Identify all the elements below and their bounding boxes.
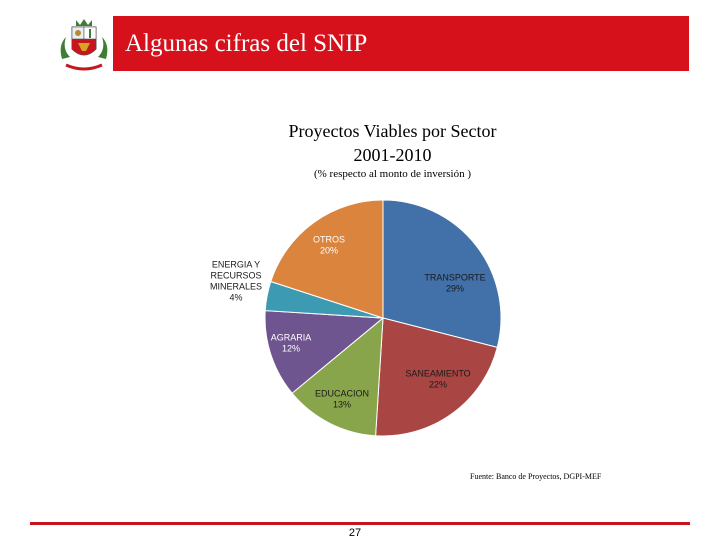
slice-label-educacion: EDUCACION [315, 389, 369, 399]
slide-title: Algunas cifras del SNIP [125, 30, 368, 57]
slice-value-educacion: 13% [333, 400, 351, 410]
slice-label-saneamiento: SANEAMIENTO [405, 369, 470, 379]
slice-value-agraria: 12% [282, 344, 300, 354]
slice-label-agraria: AGRARIA [271, 333, 312, 343]
chart-title: Proyectos Viables por Sector [288, 121, 497, 141]
slice-value-otros: 20% [320, 246, 338, 256]
slice-label-energia: RECURSOS [210, 271, 261, 281]
pie-slice-transporte [382, 199, 502, 348]
pie-slice-agraria [264, 310, 385, 394]
peru-coat-of-arms-icon [56, 15, 112, 73]
pie-slice-otros [270, 199, 384, 319]
chart-caption: (% respecto al monto de inversión ) [313, 168, 471, 180]
slice-value-transporte: 29% [446, 284, 464, 294]
pie-slice-educacion [291, 316, 384, 437]
footer-divider [30, 522, 690, 525]
source-note: Fuente: Banco de Proyectos, DGPI-MEF [470, 472, 602, 481]
slice-label-energia: ENERGIA Y [212, 260, 260, 270]
slice-label-energia: MINERALES [210, 282, 262, 292]
pie-slice-saneamiento [375, 317, 498, 437]
page-number: 27 [348, 527, 362, 539]
slice-label-otros: OTROS [313, 235, 345, 245]
slice-label-transporte: TRANSPORTE [424, 273, 485, 283]
slice-value-saneamiento: 22% [429, 380, 447, 390]
slice-value-energia: 4% [229, 293, 242, 303]
header-bar: Algunas cifras del SNIP [113, 16, 689, 71]
chart-subtitle: 2001-2010 [353, 145, 432, 165]
